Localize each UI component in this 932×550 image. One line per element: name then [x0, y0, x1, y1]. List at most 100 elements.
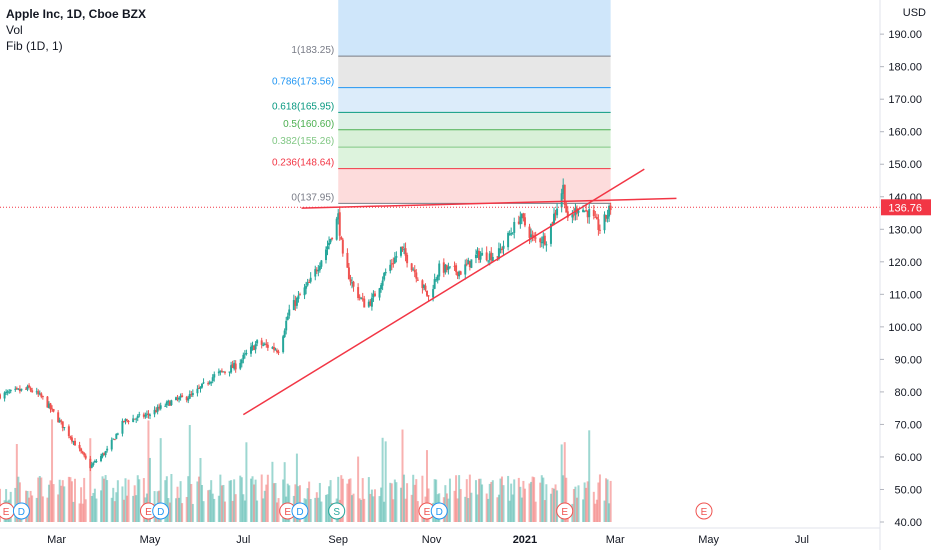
volume-bar	[191, 503, 194, 522]
event-marker-label[interactable]: E	[424, 507, 431, 518]
volume-bar	[575, 497, 578, 522]
candle-body	[403, 249, 406, 251]
event-marker-label[interactable]: D	[18, 507, 25, 518]
event-marker-label[interactable]: E	[3, 507, 10, 518]
event-marker-label[interactable]: E	[561, 507, 568, 518]
candle-body	[135, 418, 138, 420]
candle-body	[303, 287, 306, 296]
volume-bar	[517, 477, 520, 522]
time-axis[interactable]: Mar May Jul Sep Nov 2021 Mar May Jul	[0, 527, 880, 546]
volume-bar	[421, 475, 424, 522]
candle-body	[412, 269, 415, 271]
event-marker-circle[interactable]	[556, 502, 574, 520]
candle-body	[58, 420, 61, 423]
volume-legend[interactable]: Vol	[6, 23, 23, 37]
price-tick-label: 90.00	[894, 354, 922, 366]
candle-body	[228, 371, 231, 373]
candle-body	[416, 279, 419, 281]
volume-bar	[542, 477, 545, 522]
candle-body	[594, 216, 597, 218]
event-marker-circle[interactable]	[12, 502, 30, 520]
candle-body	[393, 257, 396, 263]
volume-bar	[230, 480, 233, 522]
volume-bar	[522, 480, 525, 522]
volume-bar	[199, 458, 202, 522]
candle-body	[500, 248, 503, 251]
currency-label[interactable]: USD	[903, 7, 926, 19]
event-marker-circle[interactable]	[152, 502, 170, 520]
candle-body	[433, 279, 436, 289]
candle-body	[605, 214, 608, 219]
candle-body	[35, 391, 38, 393]
candle-body	[370, 297, 373, 307]
event-marker-label[interactable]: E	[145, 507, 152, 518]
candle-body	[320, 260, 323, 267]
event-marker-label[interactable]: E	[701, 507, 708, 518]
event-marker-label[interactable]: S	[333, 507, 340, 518]
event-marker-circle[interactable]	[430, 502, 448, 520]
candle-body	[15, 388, 18, 390]
volume-bar	[37, 477, 40, 522]
candle-body	[265, 343, 268, 345]
candle-body	[185, 396, 188, 401]
candle-body	[199, 386, 202, 389]
volume-bar	[132, 495, 135, 522]
volume-bar	[444, 485, 447, 522]
candle-body	[511, 233, 514, 235]
volume-bar	[80, 487, 83, 522]
volume-bar	[168, 502, 171, 522]
candle-body	[508, 234, 511, 236]
volume-bar	[29, 490, 32, 522]
candle-body	[488, 253, 491, 261]
volume-bar	[416, 501, 419, 522]
price-tick-label: 70.00	[894, 419, 922, 431]
trendline[interactable]	[301, 197, 677, 209]
candle-body	[341, 239, 344, 254]
candle-body	[598, 229, 601, 231]
symbol-title[interactable]: Apple Inc, 1D, Cboe BZX	[6, 7, 147, 21]
event-marker-label[interactable]: D	[157, 507, 164, 518]
volume-bar	[406, 483, 409, 522]
fib-legend[interactable]: Fib (1D, 1)	[6, 39, 63, 53]
volume-bar	[220, 485, 223, 522]
event-marker-label[interactable]: D	[436, 507, 443, 518]
volume-bar	[369, 493, 372, 522]
volume-bar	[393, 479, 396, 522]
candle-body	[464, 264, 467, 275]
event-marker-label[interactable]: E	[284, 507, 291, 518]
time-tick-label: May	[140, 534, 161, 546]
volume-bar	[112, 487, 115, 522]
volume-bar	[340, 475, 343, 522]
trendlines[interactable]	[0, 168, 880, 416]
event-marker-label[interactable]: D	[296, 507, 303, 518]
candle-body	[444, 264, 447, 273]
candle-body	[305, 285, 308, 289]
fibonacci-retracement[interactable]: 1(183.25) 0.786(173.56) 0.618(165.95) 0.5(1…	[272, 0, 611, 204]
candle-body	[297, 295, 300, 299]
last-price-label: 136.76	[888, 202, 922, 214]
candle-body	[38, 393, 41, 395]
volume-bar	[100, 490, 103, 522]
candle-body	[337, 213, 340, 220]
candle-body	[513, 221, 516, 233]
candle-body	[458, 271, 461, 277]
price-axis[interactable]: 40.00 50.00 60.00 70.00 80.00 90.00 100.00 110.…	[879, 0, 931, 550]
event-marker-circle[interactable]	[328, 502, 346, 520]
event-marker-circle[interactable]	[695, 502, 713, 520]
trendline[interactable]	[242, 168, 645, 416]
volume-bar	[318, 482, 321, 522]
candle-body	[481, 252, 484, 256]
candle-body	[395, 256, 398, 258]
volume-bar	[78, 503, 81, 522]
volume-bar	[467, 498, 470, 522]
event-marker-circle[interactable]	[291, 502, 309, 520]
volume-bar	[553, 488, 556, 522]
candle-body	[318, 266, 321, 271]
volume-bar	[266, 474, 269, 522]
volume-bar	[464, 496, 467, 522]
price-tick-label: 100.00	[888, 322, 922, 334]
candle-body	[14, 388, 17, 390]
candle-body	[276, 350, 279, 352]
